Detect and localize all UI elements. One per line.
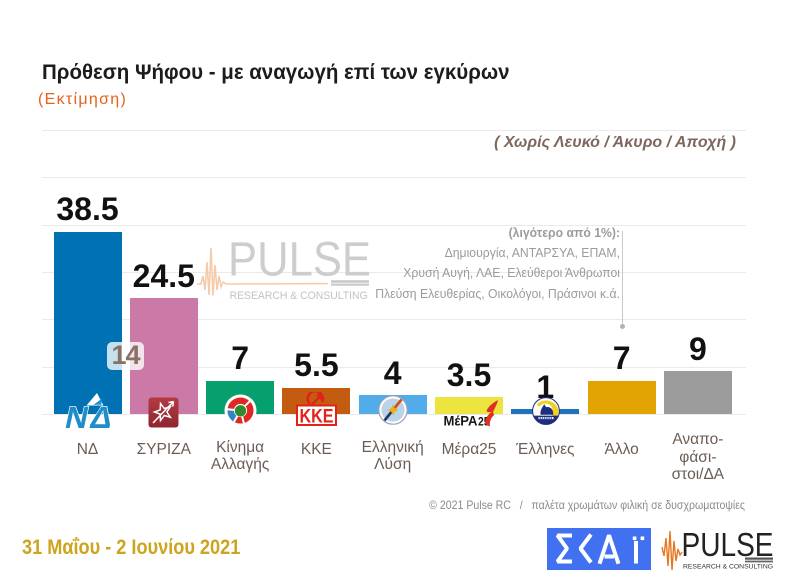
svg-text:PULSE: PULSE bbox=[682, 526, 774, 563]
svg-text:ΝΔ: ΝΔ bbox=[62, 400, 118, 431]
svg-text:PULSE: PULSE bbox=[228, 235, 371, 287]
svg-text:RESEARCH & CONSULTING: RESEARCH & CONSULTING bbox=[683, 563, 773, 570]
svg-text:KKE: KKE bbox=[300, 407, 334, 427]
svg-text:RESEARCH & CONSULTING: RESEARCH & CONSULTING bbox=[230, 290, 368, 302]
svg-text:ΜέΡΑ: ΜέΡΑ bbox=[444, 414, 478, 429]
